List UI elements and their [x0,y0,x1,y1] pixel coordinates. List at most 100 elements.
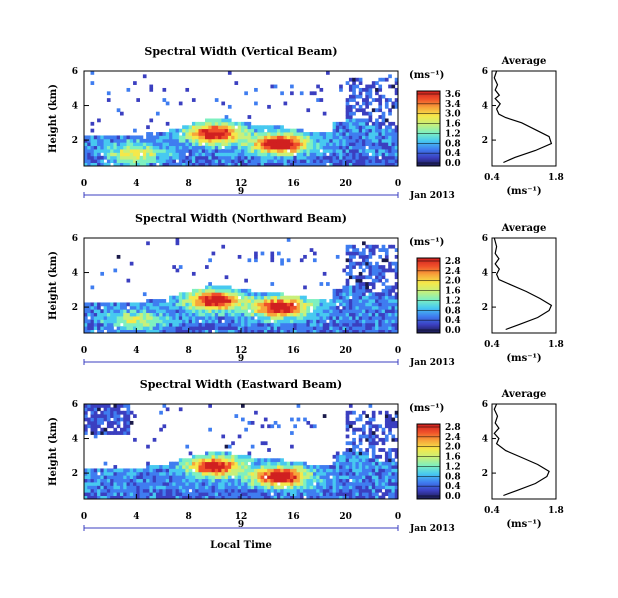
heatmap-cell [260,482,265,486]
heatmap-cell [231,495,235,500]
heatmap-cell [191,309,196,314]
heatmap-cell [348,251,353,256]
heatmap-cell [339,454,343,459]
heatmap-cell [110,475,114,480]
heatmap-cell [368,244,373,249]
heatmap-cell [185,305,190,310]
heatmap-cell [303,329,307,334]
heatmap-cell [326,329,330,334]
heatmap-cell [123,475,127,480]
heatmap-cell [221,305,226,310]
heatmap-cell [358,434,363,439]
heatmap-cell [280,145,284,150]
heatmap-cell [175,155,180,160]
heatmap-cell [195,458,199,463]
heatmap-cell [84,142,88,147]
heatmap-cell [355,285,360,290]
heatmap-cell [394,285,399,290]
heatmap-cell [241,468,245,473]
heatmap-cell [110,471,114,476]
heatmap-cell [133,162,137,167]
heatmap-cell [394,152,399,157]
heatmap-cell [342,299,347,303]
heatmap-cell [394,482,399,486]
heatmap-cell [241,142,245,147]
heatmap-cell [237,329,242,334]
heatmap-cell [273,326,278,330]
heatmap-cell [326,149,330,153]
heatmap-cell [299,132,304,136]
heatmap-cell [90,495,95,500]
heatmap-cell [214,155,219,160]
heatmap-cell [368,329,373,334]
heatmap-cell [93,478,98,483]
heatmap-cell [244,149,248,153]
heatmap-cell [234,155,239,160]
heatmap-cell [224,319,229,324]
heatmap-cell [290,417,294,422]
heatmap-cell [362,248,366,252]
heatmap-cell [149,299,154,303]
heatmap-cell [175,149,180,153]
heatmap-cell [303,319,307,324]
heatmap-cell [244,329,248,334]
heatmap-cell [146,142,150,147]
heatmap-cell [384,162,389,167]
heatmap-cell [365,155,369,160]
heatmap-cell [352,135,356,140]
heatmap-cell [273,299,278,303]
heatmap-cell [290,488,294,493]
heatmap-cell [348,475,353,480]
heatmap-cell [214,135,219,140]
heatmap-cell [97,485,101,490]
heatmap-cell [280,132,284,136]
heatmap-cell [214,132,219,136]
heatmap-cell [162,322,167,327]
heatmap-cell [358,145,363,150]
heatmap-cell [106,162,111,167]
heatmap-cell [221,312,226,317]
heatmap-cell [355,471,360,476]
heatmap-cell [208,149,212,153]
x-tick-label: 0 [395,346,401,356]
heatmap-cell [378,482,383,486]
heatmap-cell [231,478,235,483]
heatmap-cell [267,312,271,317]
heatmap-cell [319,471,324,476]
heatmap-cell [133,142,137,147]
heatmap-cell [201,299,206,303]
heatmap-cell [267,319,271,324]
heatmap-cell [263,309,268,314]
heatmap-cell [391,322,396,327]
heatmap-cell [371,329,376,334]
heatmap-cell [146,162,150,167]
heatmap-cell [227,458,232,463]
heatmap-cell [388,152,392,157]
heatmap-cell [388,495,392,500]
heatmap-cell [103,138,108,143]
heatmap-cell [224,305,229,310]
heatmap-cell [270,329,275,334]
heatmap-cell [371,244,376,249]
heatmap-cell [103,312,108,317]
heatmap-cell [133,475,137,480]
heatmap-cell [136,162,140,167]
heatmap-cell [319,132,324,136]
heatmap-cell [394,271,399,276]
heatmap-cell [231,482,235,486]
heatmap-cell [208,404,212,408]
heatmap-cell [273,475,278,480]
heatmap-cell [211,454,216,459]
heatmap-cell [159,410,163,415]
heatmap-cell [221,101,226,106]
heatmap-cell [237,152,242,157]
heatmap-cell [234,135,239,140]
heatmap-cell [384,268,389,273]
heatmap-cell [280,299,284,303]
heatmap-cell [276,322,281,327]
heatmap-cell [388,461,392,466]
heatmap-cell [388,329,392,334]
heatmap-cell [348,138,353,143]
heatmap-cell [375,454,379,459]
heatmap-cell [241,309,245,314]
